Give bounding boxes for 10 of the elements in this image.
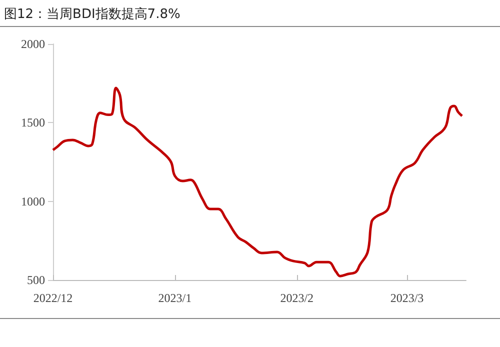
- y-tick-label: 2000: [21, 37, 45, 51]
- line-series: [52, 86, 464, 278]
- y-tick-label: 500: [27, 273, 45, 287]
- y-tick-label: 1000: [21, 194, 45, 208]
- x-tick-label: 2023/3: [390, 291, 424, 305]
- x-tick-label: 2022/12: [33, 291, 73, 305]
- y-tick-label: 1500: [21, 116, 45, 130]
- x-tick-label: 2023/1: [158, 291, 192, 305]
- x-tick-label: 2023/2: [280, 291, 314, 305]
- chart-title: 图12：当周BDI指数提高7.8%: [4, 6, 180, 23]
